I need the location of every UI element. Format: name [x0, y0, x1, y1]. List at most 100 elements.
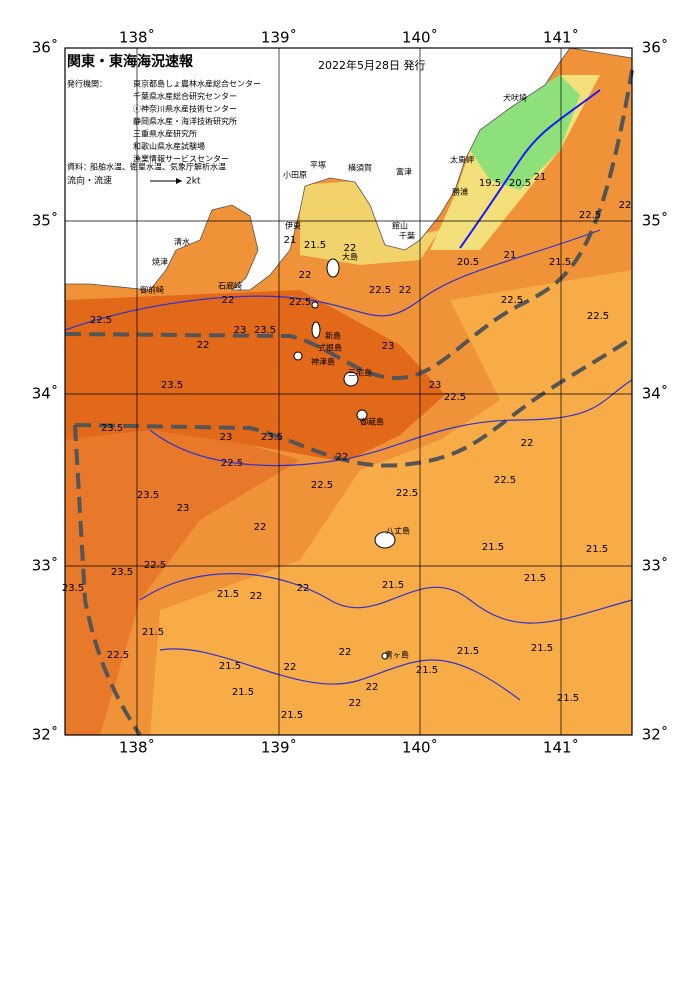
longitude-label: 141˚ [543, 739, 579, 757]
isotherm-label: 21.5 [217, 589, 239, 600]
isotherm-label: 22 [250, 591, 263, 602]
isotherm-label: 22.5 [311, 480, 333, 491]
place-name: 千葉 [399, 231, 415, 241]
longitude-label: 139˚ [261, 739, 297, 757]
longitude-label: 139˚ [261, 29, 297, 47]
isotherm-label: 23.5 [101, 423, 123, 434]
latitude-label: 35˚ [32, 212, 59, 230]
isotherm-label: 21.5 [549, 257, 571, 268]
isotherm-label: 22.5 [144, 560, 166, 571]
isotherm-label: 21 [284, 235, 297, 246]
place-name: 清水 [174, 237, 190, 247]
sources-label: 資料： [67, 162, 91, 172]
title: 関東・東海海況速報 [67, 53, 194, 70]
isotherm [64, 229, 601, 331]
place-name: 横須賀 [348, 163, 372, 173]
isotherm-label: 22 [399, 285, 412, 296]
map-frame [64, 47, 633, 736]
warm-zone [65, 430, 300, 735]
isotherm-label: 21.5 [382, 580, 404, 591]
latitude-label: 33˚ [32, 557, 59, 575]
isotherm-label: 22 [521, 438, 534, 449]
isotherm-lines [64, 89, 633, 701]
isotherm-label: 23.5 [161, 380, 183, 391]
isotherm-label: 22 [619, 200, 632, 211]
isotherm-label: 23.5 [62, 583, 84, 594]
isotherm-label: 22 [222, 295, 235, 306]
issue-date: 2022年5月28日 発行 [318, 58, 426, 72]
land [64, 47, 633, 291]
place-name: 平塚 [310, 161, 326, 170]
kuroshio-line [74, 336, 634, 468]
issuer: ⓒ神奈川県水産技術センター [133, 104, 237, 114]
graticule [65, 48, 632, 735]
longitude-label: 138˚ [119, 739, 155, 757]
place-name: 勝浦 [452, 187, 468, 197]
flow-label: 流向・流速 [67, 175, 112, 187]
isotherm [149, 379, 633, 467]
isotherm-label: 22.5 [289, 297, 311, 308]
isotherm-label: 22.5 [501, 295, 523, 306]
flow-scale: 2kt [186, 177, 201, 187]
isotherm-label: 21.5 [142, 627, 164, 638]
longitude-label: 140˚ [402, 739, 438, 757]
isotherm-label: 22 [336, 452, 349, 463]
isotherm-label: 22 [344, 243, 357, 254]
issuer: 東京都島しょ農林水産総合センター [133, 79, 261, 89]
isotherm-label: 21.5 [219, 661, 241, 672]
isotherm-label: 20.5 [509, 178, 531, 189]
place-name: 焼津 [152, 257, 168, 267]
isotherm-label: 22 [297, 583, 310, 594]
place-name: 石廊崎 [218, 281, 242, 291]
isotherm-label: 21.5 [457, 646, 479, 657]
longitude-label: 138˚ [119, 29, 155, 47]
latitude-label: 33˚ [642, 557, 669, 575]
island [293, 351, 303, 361]
isotherm-label: 22 [339, 647, 352, 658]
issuer: 漁業情報サービスセンター [133, 154, 229, 164]
isotherm-label: 19.5 [479, 178, 501, 189]
place-name: 伊東 [285, 221, 301, 231]
latitude-label: 36˚ [32, 39, 59, 57]
place-name: 御前崎 [140, 285, 164, 295]
isotherm-label: 22 [197, 340, 210, 351]
island [374, 531, 396, 549]
isotherm-label: 21 [534, 172, 547, 183]
mild-zone [150, 270, 632, 735]
sources-text: 船舶水温、衛星水温、気象庁解析水温 [90, 162, 226, 172]
issuer: 静岡県水産・海洋技術研究所 [133, 116, 237, 126]
island [356, 409, 368, 421]
isotherm-label: 23.5 [254, 325, 276, 336]
isotherm-label: 22.5 [90, 315, 112, 326]
kuroshio-line [73, 424, 142, 737]
isotherm-label: 20.5 [457, 257, 479, 268]
isotherm-label: 23.5 [137, 490, 159, 501]
isotherm-label: 21 [504, 250, 517, 261]
place-name: 御蔵島 [360, 417, 384, 427]
place-name: 犬吠埼 [503, 93, 527, 103]
arrow-head [176, 178, 182, 184]
latitude-label: 34˚ [642, 385, 669, 403]
issuers-label: 発行機関： [67, 79, 107, 89]
isotherm-label: 21.5 [531, 643, 553, 654]
place-name: 太東岬 [450, 155, 474, 165]
isotherm-label: 22.5 [107, 650, 129, 661]
isotherm [159, 648, 521, 701]
warm-zone [65, 290, 445, 462]
isotherm-label: 22 [254, 522, 267, 533]
latitude-label: 36˚ [642, 39, 669, 57]
isotherm-label: 22 [299, 270, 312, 281]
place-name: 青ヶ島 [385, 650, 409, 660]
island [311, 301, 319, 309]
isotherm-label: 22.5 [396, 488, 418, 499]
island [381, 652, 389, 660]
isotherm-label: 23 [234, 325, 247, 336]
island [326, 258, 340, 278]
place-name: 大島 [342, 252, 358, 262]
isotherm-label: 22.5 [494, 475, 516, 486]
isotherm [459, 89, 601, 249]
place-name: 小田原 [283, 171, 307, 180]
longitude-label: 140˚ [402, 29, 438, 47]
isotherm-label: 22.5 [221, 458, 243, 469]
